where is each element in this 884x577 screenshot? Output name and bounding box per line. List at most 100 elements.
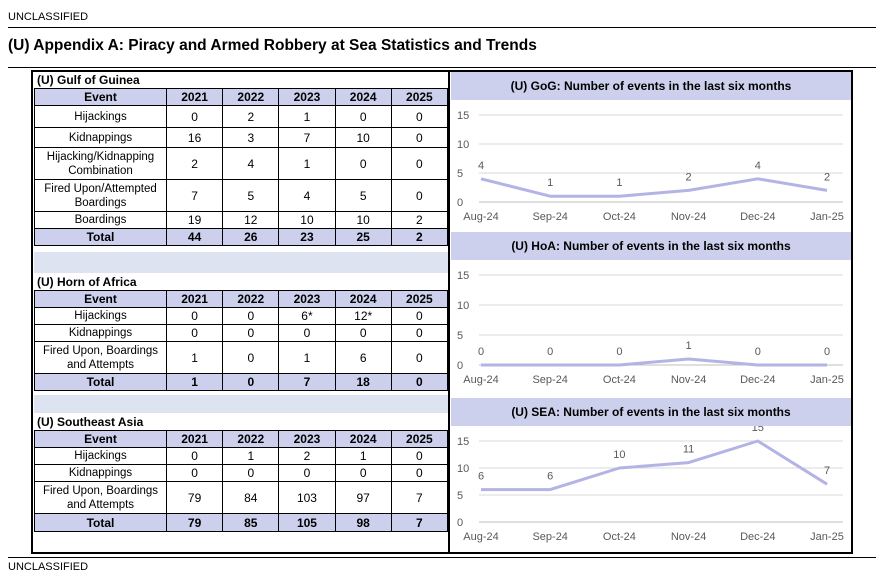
value-cell: 0 — [334, 105, 392, 128]
classification-marking-bottom: UNCLASSIFIED — [8, 561, 89, 573]
value-cell: 84 — [222, 481, 280, 514]
column-header: 2022 — [222, 430, 280, 448]
data-label: 6 — [478, 471, 484, 483]
value-cell: 0 — [165, 324, 224, 342]
column-header: Event — [34, 88, 167, 106]
column-header: 2025 — [390, 290, 449, 308]
column-header: 2025 — [390, 430, 449, 448]
content-frame — [31, 70, 853, 554]
column-header: 2021 — [165, 290, 224, 308]
footer-rule — [8, 557, 876, 558]
x-tick-label: Dec-24 — [740, 531, 775, 543]
data-label: 0 — [478, 346, 484, 358]
y-tick-label: 5 — [457, 490, 463, 502]
hoa-chart: (U) HoA: Number of events in the last si… — [451, 232, 851, 395]
table-row: Hijackings 0 2 1 0 0 — [34, 105, 449, 128]
total-cell: 7 — [390, 513, 449, 532]
value-cell: 0 — [222, 324, 280, 342]
value-cell: 0 — [165, 307, 224, 325]
data-label: 10 — [613, 449, 625, 461]
value-cell: 0 — [334, 324, 392, 342]
x-tick-label: Oct-24 — [603, 531, 636, 543]
value-cell: 97 — [334, 481, 392, 514]
event-cell: Fired Upon/Attempted Boardings — [34, 179, 167, 212]
data-label: 1 — [547, 177, 553, 189]
table-row: Hijackings 0 1 2 1 0 — [34, 447, 449, 465]
x-tick-label: Aug-24 — [463, 531, 498, 543]
y-tick-label: 0 — [457, 360, 463, 372]
column-header: 2024 — [334, 430, 392, 448]
header-rule — [8, 27, 876, 28]
value-cell: 0 — [278, 464, 336, 482]
value-cell: 1 — [165, 341, 224, 374]
value-cell: 5 — [222, 179, 280, 212]
data-label: 0 — [755, 346, 761, 358]
column-header: Event — [34, 290, 167, 308]
table-row: Fired Upon/Attempted Boardings 7 5 4 5 0 — [34, 179, 449, 212]
total-row: Total 1 0 7 18 0 — [34, 373, 449, 391]
table-row: Fired Upon, Boardings and Attempts 79 84… — [34, 481, 449, 514]
data-label: 0 — [824, 346, 830, 358]
data-label: 6 — [547, 471, 553, 483]
y-tick-label: 0 — [457, 517, 463, 529]
value-cell: 4 — [278, 179, 336, 212]
event-cell: Kidnappings — [34, 127, 167, 148]
total-cell: 98 — [334, 513, 392, 532]
value-cell: 16 — [165, 127, 224, 148]
value-cell: 1 — [222, 447, 280, 465]
total-cell: 7 — [278, 373, 336, 391]
total-cell: 1 — [165, 373, 224, 391]
y-tick-label: 0 — [457, 197, 463, 209]
value-cell: 12* — [334, 307, 392, 325]
value-cell: 6* — [278, 307, 336, 325]
y-tick-label: 5 — [457, 168, 463, 180]
section-gap — [34, 395, 448, 413]
value-cell: 1 — [278, 147, 336, 180]
event-cell: Kidnappings — [34, 464, 167, 482]
x-tick-label: Jan-25 — [810, 374, 844, 386]
y-tick-label: 10 — [457, 300, 469, 312]
value-cell: 103 — [278, 481, 336, 514]
event-cell: Boardings — [34, 211, 167, 229]
value-cell: 7 — [390, 481, 449, 514]
x-tick-label: Nov-24 — [671, 374, 706, 386]
value-cell: 0 — [222, 307, 280, 325]
value-cell: 0 — [165, 105, 224, 128]
value-cell: 0 — [278, 324, 336, 342]
x-tick-label: Dec-24 — [740, 374, 775, 386]
table-header-row: Event 2021 2022 2023 2024 2025 — [34, 290, 449, 308]
value-cell: 0 — [390, 147, 449, 180]
total-cell: 44 — [165, 228, 224, 246]
classification-marking-top: UNCLASSIFIED — [8, 11, 89, 23]
event-cell: Fired Upon, Boardings and Attempts — [34, 341, 167, 374]
data-label: 0 — [616, 346, 622, 358]
event-cell: Hijackings — [34, 307, 167, 325]
x-tick-label: Nov-24 — [671, 531, 706, 543]
column-header: 2023 — [278, 430, 336, 448]
table-row: Boardings 19 12 10 10 2 — [34, 211, 449, 229]
value-cell: 6 — [334, 341, 392, 374]
x-tick-label: Sep-24 — [532, 374, 567, 386]
column-header: 2022 — [222, 290, 280, 308]
data-label: 4 — [755, 160, 761, 172]
value-cell: 0 — [390, 307, 449, 325]
data-label: 1 — [616, 177, 622, 189]
value-cell: 2 — [222, 105, 280, 128]
value-cell: 0 — [390, 341, 449, 374]
value-cell: 0 — [222, 341, 280, 374]
value-cell: 3 — [222, 127, 280, 148]
gog-chart: (U) GoG: Number of events in the last si… — [451, 72, 851, 232]
table-row: Kidnappings 16 3 7 10 0 — [34, 127, 449, 148]
x-tick-label: Oct-24 — [603, 211, 636, 223]
data-label: 1 — [686, 340, 692, 352]
table-row: Hijacking/Kidnapping Combination 2 4 1 0… — [34, 147, 449, 180]
column-header: 2021 — [165, 88, 224, 106]
value-cell: 1 — [278, 105, 336, 128]
x-tick-label: Sep-24 — [532, 211, 567, 223]
value-cell: 0 — [165, 447, 224, 465]
series-line — [480, 177, 828, 198]
series-line — [481, 357, 827, 367]
title-rule — [8, 67, 876, 68]
y-tick-label: 15 — [457, 110, 469, 122]
value-cell: 2 — [390, 211, 449, 229]
